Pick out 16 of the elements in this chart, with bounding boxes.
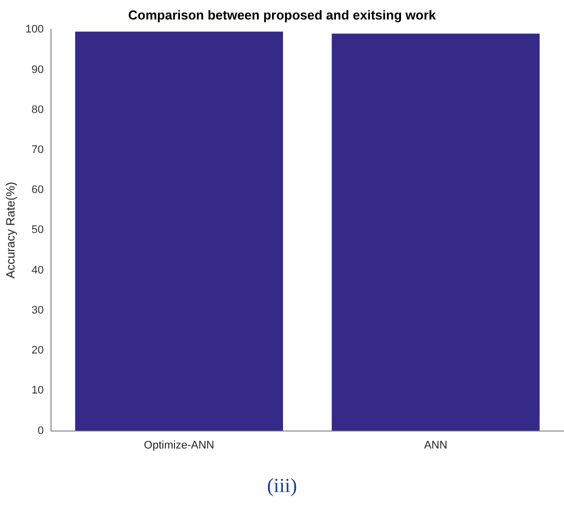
y-tick-label: 0 bbox=[38, 424, 44, 437]
y-axis-title: Accuracy Rate(%) bbox=[4, 182, 18, 279]
x-tick-label: ANN bbox=[424, 439, 448, 452]
y-tick-label: 80 bbox=[32, 104, 44, 116]
y-tick-label: 90 bbox=[32, 64, 44, 76]
y-tick-label: 70 bbox=[32, 144, 44, 156]
y-tick-label: 100 bbox=[25, 24, 44, 36]
y-tick-label: 40 bbox=[32, 264, 44, 276]
x-tick-label: Optimize-ANN bbox=[144, 439, 214, 452]
y-tick-label: 50 bbox=[32, 224, 44, 236]
y-tick-label: 10 bbox=[32, 384, 44, 397]
y-tick-label: 30 bbox=[32, 304, 44, 316]
y-tick-label: 60 bbox=[32, 184, 44, 196]
y-tick-label: 20 bbox=[32, 344, 44, 357]
text: (iii) bbox=[266, 475, 298, 498]
chart-title: Comparison between proposed and exitsing work bbox=[128, 7, 437, 22]
